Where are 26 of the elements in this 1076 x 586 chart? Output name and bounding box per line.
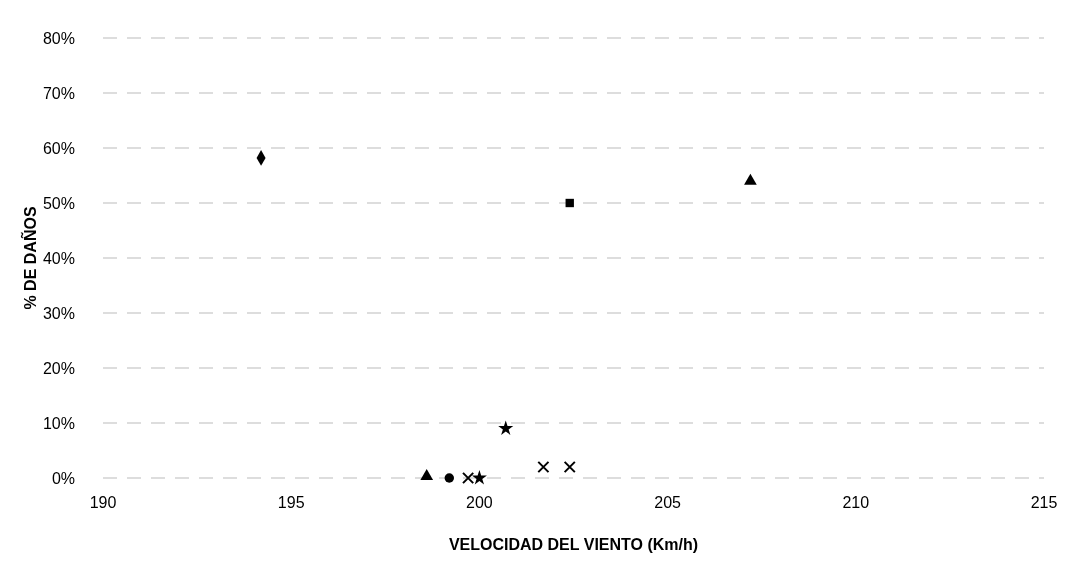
y-tick-label: 30% [42,304,75,322]
y-tick-label: 0% [51,469,75,487]
x-tick-label: 210 [842,494,870,511]
point [471,470,487,485]
y-tick-label: 40% [42,249,75,267]
point [498,420,514,435]
y-tick-label: 50% [42,194,75,212]
point [565,198,574,208]
x-axis-title: VELOCIDAD DEL VIENTO (Km/h) [448,536,699,553]
y-axis-title: % DE DAÑOS [20,206,39,310]
point [744,173,757,185]
y-tick-label: 10% [42,414,75,432]
y-tick-label: 80% [42,29,75,47]
x-tick-label: 215 [1030,494,1058,511]
x-tick-label: 200 [466,494,493,511]
x-tick-label: 195 [277,494,305,511]
y-tick-label: 60% [42,139,75,157]
point [563,460,576,474]
point [461,471,475,485]
point [444,473,455,483]
point [537,460,550,474]
point [420,469,434,481]
x-tick-label: 190 [89,494,117,511]
x-tick-label: 205 [654,494,682,511]
y-tick-label: 70% [42,84,75,102]
y-tick-label: 20% [42,359,75,377]
